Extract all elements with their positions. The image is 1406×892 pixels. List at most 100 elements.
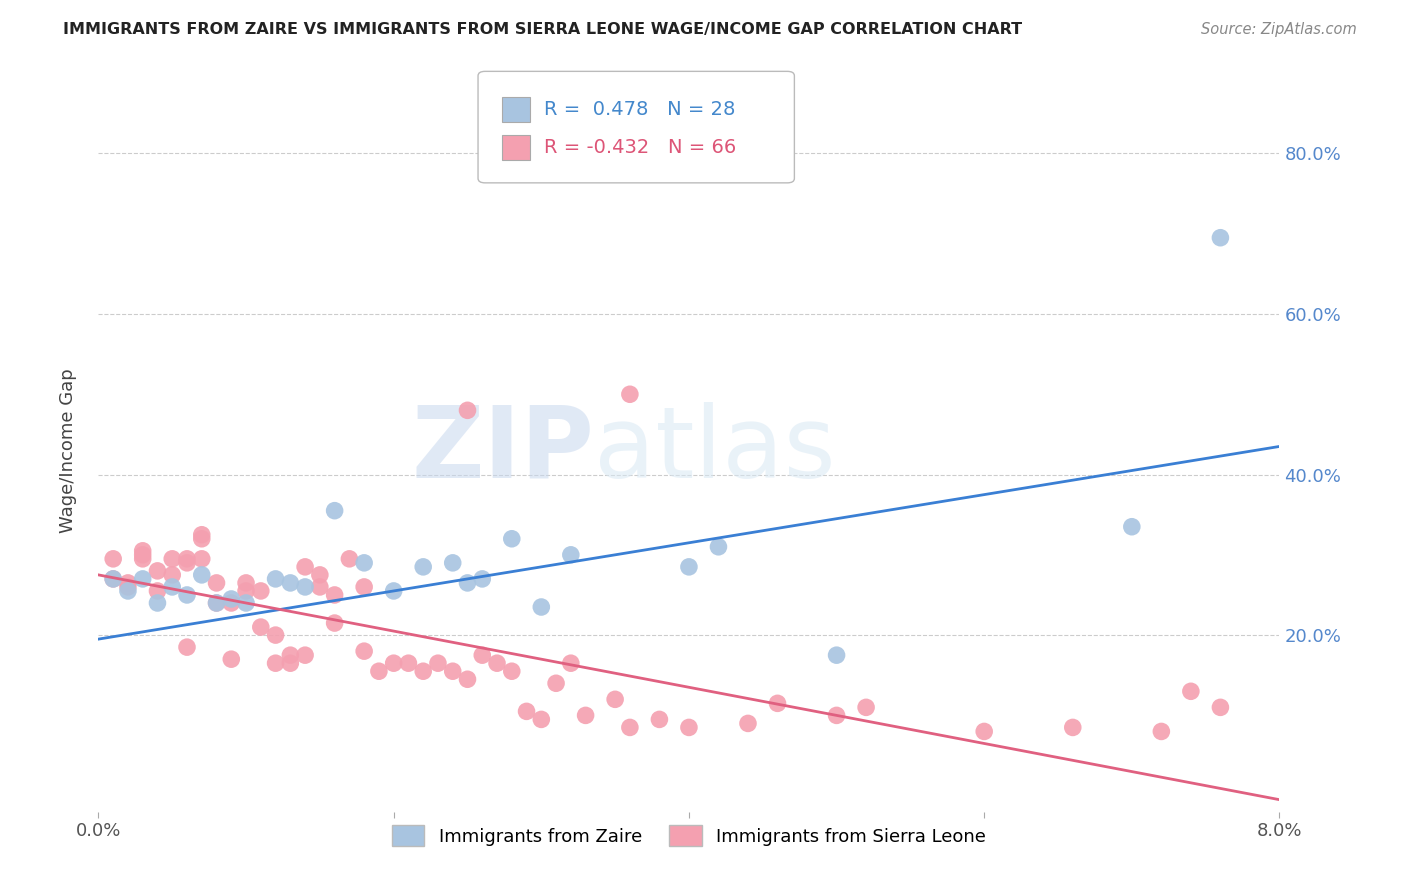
Point: [766, 696, 789, 710]
Point: [560, 657, 582, 671]
Text: ZIP: ZIP: [412, 402, 595, 499]
Point: [221, 652, 243, 666]
Point: [501, 532, 523, 546]
Point: [309, 567, 332, 582]
Point: [176, 551, 198, 566]
Point: [575, 708, 598, 723]
Point: [339, 551, 361, 566]
Point: [398, 657, 420, 671]
Point: [235, 583, 257, 598]
Point: [427, 657, 450, 671]
Point: [132, 572, 155, 586]
Point: [146, 596, 169, 610]
Point: [619, 387, 641, 401]
Point: [132, 548, 155, 562]
Point: [530, 599, 553, 614]
Point: [648, 712, 671, 726]
Point: [1180, 684, 1202, 698]
Point: [353, 580, 375, 594]
Point: [132, 543, 155, 558]
Text: Source: ZipAtlas.com: Source: ZipAtlas.com: [1201, 22, 1357, 37]
Point: [1062, 721, 1084, 735]
Point: [280, 648, 302, 662]
Point: [221, 592, 243, 607]
Point: [309, 580, 332, 594]
Point: [176, 556, 198, 570]
Point: [264, 657, 287, 671]
Point: [471, 648, 494, 662]
Point: [191, 551, 214, 566]
Point: [103, 572, 125, 586]
Point: [146, 583, 169, 598]
Point: [678, 721, 700, 735]
Point: [368, 664, 391, 678]
Point: [457, 403, 479, 417]
Point: [382, 583, 405, 598]
Point: [162, 580, 183, 594]
Point: [205, 576, 228, 591]
Point: [191, 567, 214, 582]
Point: [516, 705, 538, 719]
Text: R = -0.432   N = 66: R = -0.432 N = 66: [544, 137, 737, 157]
Point: [205, 596, 228, 610]
Point: [294, 580, 316, 594]
Point: [973, 724, 995, 739]
Point: [264, 628, 287, 642]
Text: atlas: atlas: [595, 402, 837, 499]
Y-axis label: Wage/Income Gap: Wage/Income Gap: [59, 368, 77, 533]
Point: [707, 540, 730, 554]
Point: [103, 572, 125, 586]
Point: [117, 583, 139, 598]
Point: [457, 576, 479, 591]
Point: [235, 596, 257, 610]
Point: [323, 615, 346, 630]
Point: [176, 640, 198, 655]
Point: [546, 676, 568, 690]
Point: [235, 576, 257, 591]
Point: [825, 708, 848, 723]
Point: [530, 712, 553, 726]
Point: [1150, 724, 1173, 739]
Point: [132, 551, 155, 566]
Point: [191, 532, 214, 546]
Point: [323, 588, 346, 602]
Point: [221, 596, 243, 610]
Point: [294, 560, 316, 574]
Point: [412, 664, 434, 678]
Point: [1209, 230, 1232, 244]
Point: [103, 551, 125, 566]
Text: R =  0.478   N = 28: R = 0.478 N = 28: [544, 100, 735, 120]
Point: [457, 673, 479, 687]
Point: [441, 556, 464, 570]
Point: [117, 580, 139, 594]
Point: [441, 664, 464, 678]
Point: [619, 721, 641, 735]
Point: [1121, 519, 1143, 533]
Point: [501, 664, 523, 678]
Point: [176, 588, 198, 602]
Point: [191, 527, 214, 541]
Point: [294, 648, 316, 662]
Point: [412, 560, 434, 574]
Point: [353, 644, 375, 658]
Point: [471, 572, 494, 586]
Point: [323, 503, 346, 517]
Point: [250, 583, 273, 598]
Point: [146, 564, 169, 578]
Text: IMMIGRANTS FROM ZAIRE VS IMMIGRANTS FROM SIERRA LEONE WAGE/INCOME GAP CORRELATIO: IMMIGRANTS FROM ZAIRE VS IMMIGRANTS FROM…: [63, 22, 1022, 37]
Point: [162, 567, 183, 582]
Point: [486, 657, 509, 671]
Point: [280, 576, 302, 591]
Point: [560, 548, 582, 562]
Point: [855, 700, 877, 714]
Point: [117, 576, 139, 591]
Point: [737, 716, 759, 731]
Point: [678, 560, 700, 574]
Point: [250, 620, 273, 634]
Point: [353, 556, 375, 570]
Point: [264, 572, 287, 586]
Point: [825, 648, 848, 662]
Point: [162, 551, 183, 566]
Point: [1209, 700, 1232, 714]
Legend: Immigrants from Zaire, Immigrants from Sierra Leone: Immigrants from Zaire, Immigrants from S…: [385, 818, 993, 854]
